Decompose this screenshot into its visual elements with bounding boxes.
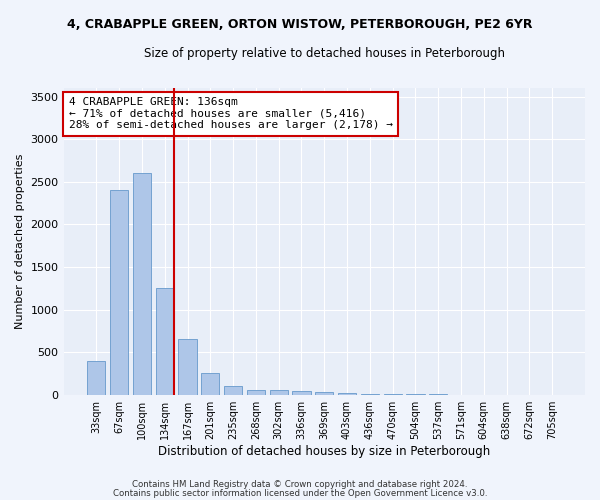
- Bar: [201, 374, 220, 394]
- Bar: [224, 386, 242, 394]
- Bar: [315, 392, 334, 394]
- Y-axis label: Number of detached properties: Number of detached properties: [15, 154, 25, 329]
- Title: Size of property relative to detached houses in Peterborough: Size of property relative to detached ho…: [144, 48, 505, 60]
- X-axis label: Distribution of detached houses by size in Peterborough: Distribution of detached houses by size …: [158, 444, 490, 458]
- Text: Contains HM Land Registry data © Crown copyright and database right 2024.: Contains HM Land Registry data © Crown c…: [132, 480, 468, 489]
- Text: 4 CRABAPPLE GREEN: 136sqm
← 71% of detached houses are smaller (5,416)
28% of se: 4 CRABAPPLE GREEN: 136sqm ← 71% of detac…: [69, 98, 393, 130]
- Text: Contains public sector information licensed under the Open Government Licence v3: Contains public sector information licen…: [113, 489, 487, 498]
- Bar: [178, 340, 197, 394]
- Bar: [247, 390, 265, 394]
- Text: 4, CRABAPPLE GREEN, ORTON WISTOW, PETERBOROUGH, PE2 6YR: 4, CRABAPPLE GREEN, ORTON WISTOW, PETERB…: [67, 18, 533, 30]
- Bar: [87, 362, 106, 394]
- Bar: [155, 288, 174, 395]
- Bar: [110, 190, 128, 394]
- Bar: [269, 390, 288, 394]
- Bar: [133, 173, 151, 394]
- Bar: [292, 392, 311, 394]
